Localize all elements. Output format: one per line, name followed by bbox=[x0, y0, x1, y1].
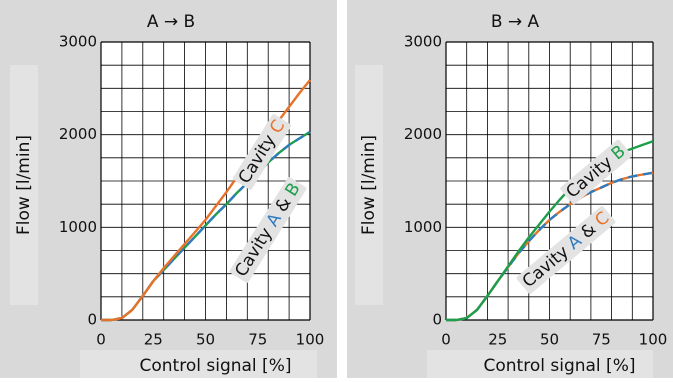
x-tick-label: 100 bbox=[639, 331, 668, 349]
x-axis-label-box bbox=[427, 350, 653, 378]
x-tick-label: 75 bbox=[592, 331, 611, 349]
x-tick-label: 25 bbox=[488, 331, 507, 349]
series-line bbox=[446, 171, 654, 322]
x-tick-label: 0 bbox=[441, 331, 451, 349]
chart-title: B → A bbox=[491, 12, 540, 32]
x-axis-label: Control signal [%] bbox=[484, 356, 636, 376]
series-label-box bbox=[560, 139, 632, 205]
x-axis-label-box bbox=[80, 350, 317, 378]
y-tick-label: 0 bbox=[87, 311, 97, 329]
y-axis-label-box bbox=[10, 65, 38, 305]
x-tick-label: 0 bbox=[96, 331, 106, 349]
y-tick-label: 2000 bbox=[59, 125, 97, 143]
series-line bbox=[101, 130, 311, 322]
chart-panel-a-to-b: Flow [l/min]Control signal [%]A → B01000… bbox=[0, 0, 337, 378]
y-axis-label: Flow [l/min] bbox=[359, 135, 379, 235]
chart-panel-b-to-a: Flow [l/min]Control signal [%]B → A01000… bbox=[347, 0, 673, 378]
y-tick-label: 1000 bbox=[59, 218, 97, 236]
x-tick-label: 100 bbox=[296, 331, 325, 349]
y-axis-label-box bbox=[355, 65, 383, 305]
y-tick-label: 1000 bbox=[404, 218, 442, 236]
x-tick-label: 50 bbox=[196, 331, 215, 349]
y-tick-label: 3000 bbox=[404, 33, 442, 51]
y-tick-label: 3000 bbox=[59, 33, 97, 51]
series-label-box bbox=[516, 206, 616, 294]
x-axis-label: Control signal [%] bbox=[140, 356, 292, 376]
series-label-box bbox=[229, 177, 307, 283]
x-tick-label: 25 bbox=[144, 331, 163, 349]
chart-title: A → B bbox=[147, 12, 195, 32]
x-tick-label: 50 bbox=[540, 331, 559, 349]
y-tick-label: 2000 bbox=[404, 125, 442, 143]
y-axis-label: Flow [l/min] bbox=[14, 135, 34, 235]
series-label-box bbox=[233, 114, 291, 190]
y-tick-label: 0 bbox=[432, 311, 442, 329]
x-tick-label: 75 bbox=[248, 331, 267, 349]
